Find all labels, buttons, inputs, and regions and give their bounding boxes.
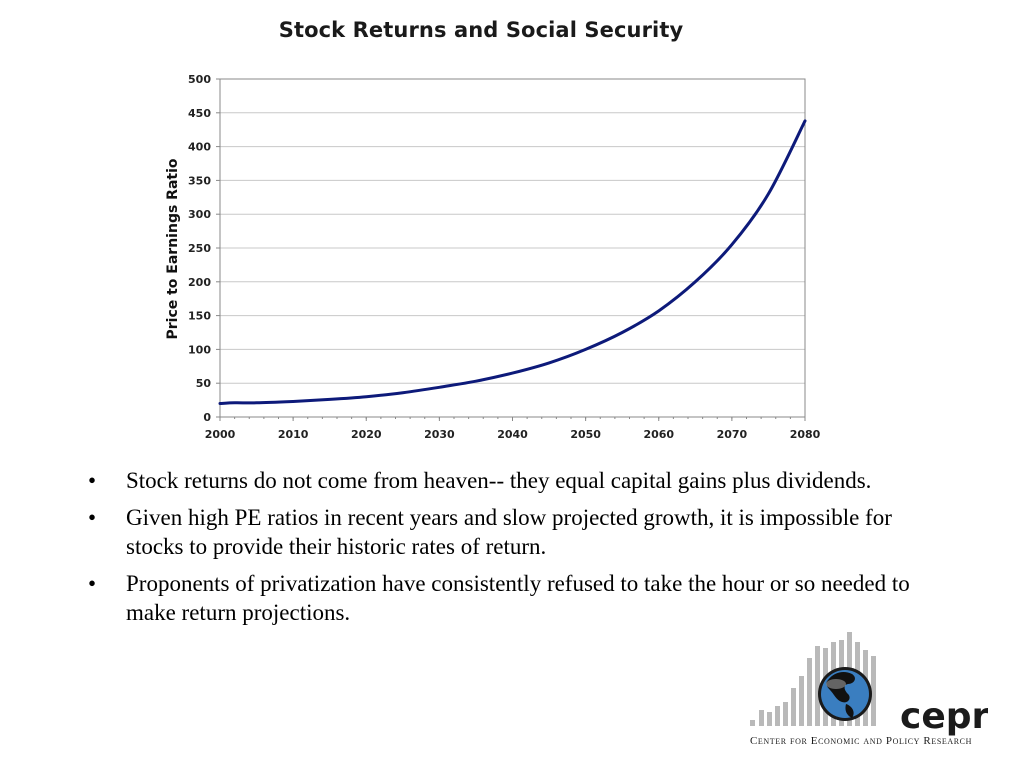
x-tick-label: 2030 xyxy=(424,428,455,441)
logo-subtitle: Center for Economic and Policy Research xyxy=(750,735,972,747)
grid-lines xyxy=(220,78,805,418)
y-tick-label: 100 xyxy=(188,343,211,356)
bullet-text: Given high PE ratios in recent years and… xyxy=(126,505,892,559)
y-tick-label: 0 xyxy=(203,411,211,424)
bullet-symbol: • xyxy=(88,571,97,596)
cepr-logo: cepr Center for Economic and Policy Rese… xyxy=(750,632,988,747)
logo-wordmark: cepr xyxy=(900,696,988,737)
bullet-item: • Stock returns do not come from heaven-… xyxy=(86,466,926,495)
bullet-list: • Stock returns do not come from heaven-… xyxy=(86,466,926,635)
x-tick-label: 2080 xyxy=(790,428,821,441)
bullet-symbol: • xyxy=(88,505,97,530)
y-tick-label: 200 xyxy=(188,276,211,289)
x-tick-label: 2070 xyxy=(717,428,748,441)
x-tick-label: 2060 xyxy=(643,428,674,441)
y-axis-title: Price to Earnings Ratio xyxy=(165,158,181,339)
y-tick-label: 500 xyxy=(188,73,211,86)
x-tick-label: 2000 xyxy=(205,428,236,441)
x-axis-ticks: 2000 2010 2020 2030 2040 2050 2060 2070 2080 xyxy=(205,417,821,441)
y-tick-label: 300 xyxy=(188,208,211,221)
y-axis-ticks: 0 50 100 150 200 250 300 350 400 450 500 xyxy=(188,73,220,424)
x-tick-label: 2040 xyxy=(497,428,528,441)
y-tick-label: 400 xyxy=(188,141,211,154)
x-tick-label: 2020 xyxy=(351,428,382,441)
y-tick-label: 150 xyxy=(188,310,211,323)
y-tick-label: 50 xyxy=(196,377,212,390)
y-tick-label: 350 xyxy=(188,174,211,187)
slide-title: Stock Returns and Social Security xyxy=(278,18,684,42)
y-tick-label: 250 xyxy=(188,242,211,255)
series-group xyxy=(218,119,807,405)
series-line xyxy=(218,119,807,405)
bullet-symbol: • xyxy=(88,468,97,493)
bullet-item: • Given high PE ratios in recent years a… xyxy=(86,503,926,561)
plot-border xyxy=(219,78,806,418)
x-tick-label: 2050 xyxy=(570,428,601,441)
bullet-item: • Proponents of privatization have consi… xyxy=(86,569,926,627)
y-tick-label: 450 xyxy=(188,107,211,120)
x-tick-label: 2010 xyxy=(278,428,309,441)
bullet-text: Stock returns do not come from heaven-- … xyxy=(126,468,872,493)
plot-frame xyxy=(219,78,806,418)
globe-icon xyxy=(818,667,872,721)
bullet-text: Proponents of privatization have consist… xyxy=(126,571,910,625)
